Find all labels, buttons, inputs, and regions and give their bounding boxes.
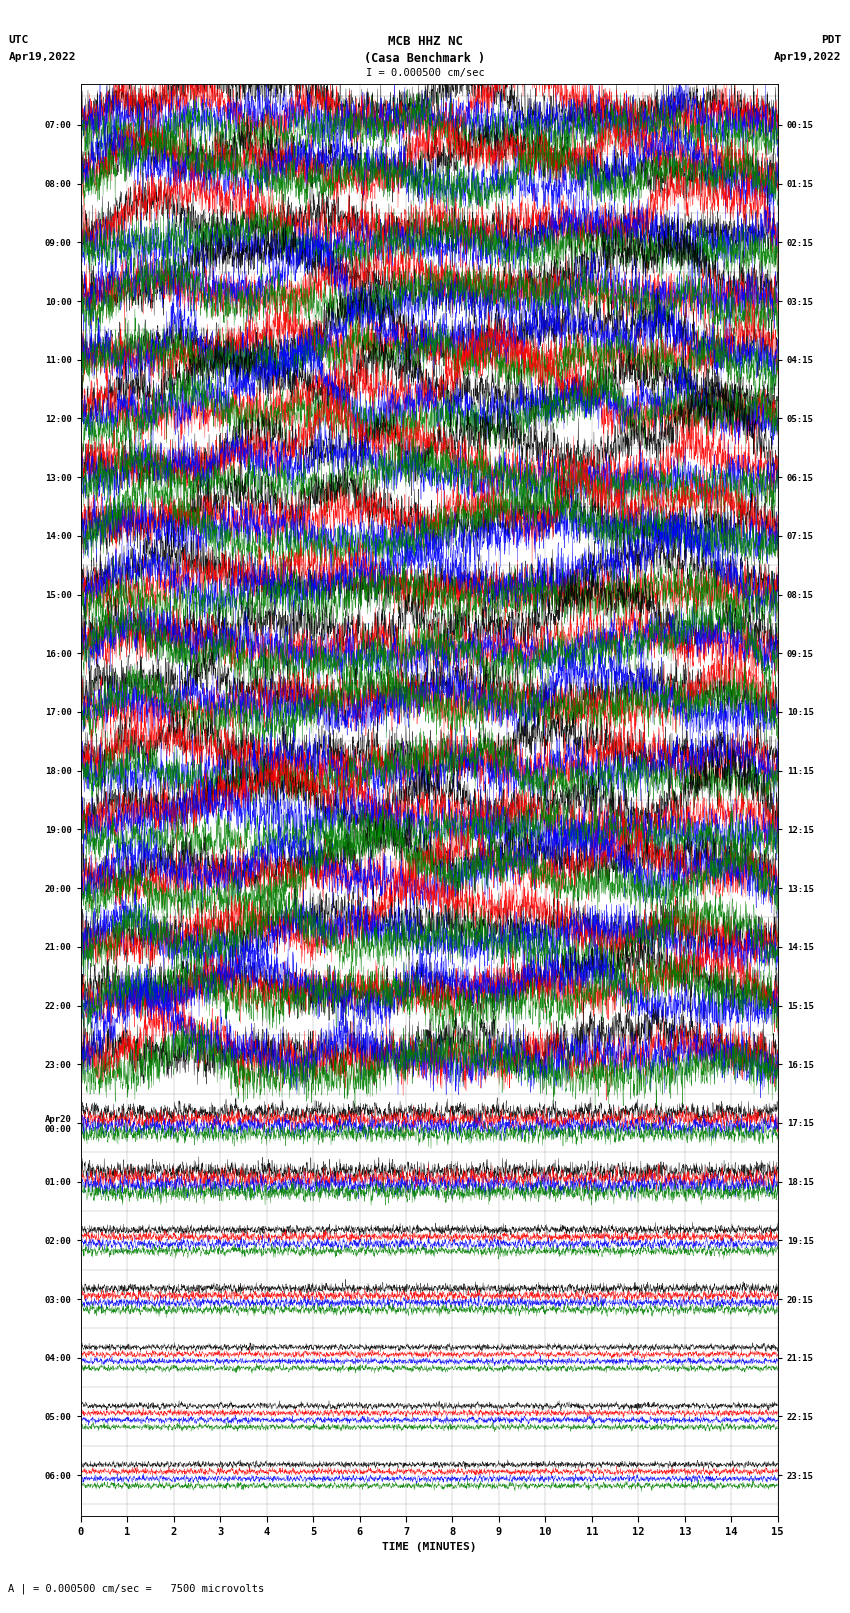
Text: I = 0.000500 cm/sec: I = 0.000500 cm/sec — [366, 68, 484, 77]
Text: UTC: UTC — [8, 35, 29, 45]
Text: A | = 0.000500 cm/sec =   7500 microvolts: A | = 0.000500 cm/sec = 7500 microvolts — [8, 1582, 264, 1594]
Text: MCB HHZ NC: MCB HHZ NC — [388, 35, 462, 48]
X-axis label: TIME (MINUTES): TIME (MINUTES) — [382, 1542, 477, 1552]
Text: Apr19,2022: Apr19,2022 — [774, 52, 842, 61]
Text: (Casa Benchmark ): (Casa Benchmark ) — [365, 52, 485, 65]
Text: PDT: PDT — [821, 35, 842, 45]
Text: Apr19,2022: Apr19,2022 — [8, 52, 76, 61]
